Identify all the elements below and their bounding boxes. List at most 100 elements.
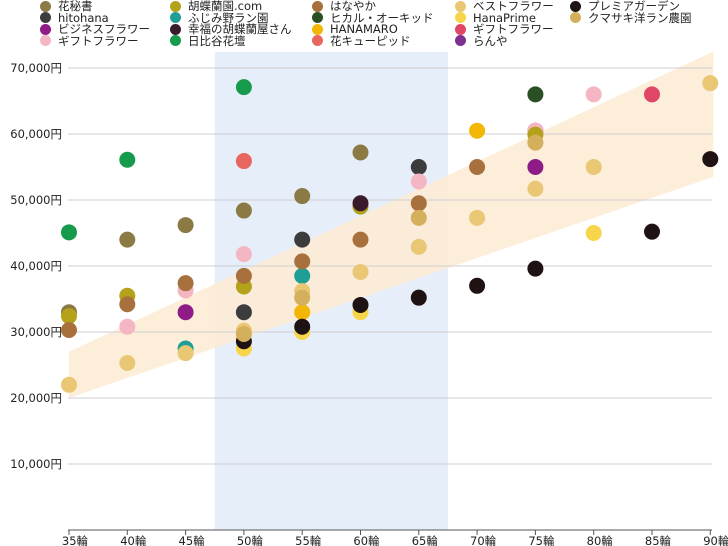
data-point — [294, 188, 311, 205]
x-tick-label: 65輪 — [412, 534, 439, 546]
y-tick-label: 40,000円 — [10, 259, 62, 273]
data-point — [352, 195, 369, 212]
data-point — [410, 238, 427, 255]
data-point — [585, 86, 602, 103]
legend-label: らんや — [473, 33, 508, 48]
data-point — [177, 304, 194, 321]
data-point — [702, 75, 719, 92]
legend-label: 花キューピッド — [330, 33, 411, 48]
data-point — [294, 231, 311, 248]
legend-swatch — [570, 0, 581, 12]
legend-swatch — [312, 35, 323, 46]
y-tick-label: 30,000円 — [10, 325, 62, 339]
legend-item: ふじみ野ラン園 — [170, 12, 269, 24]
legend-item: HANAMARO — [312, 23, 398, 35]
y-tick-label: 10,000円 — [10, 457, 62, 471]
data-point — [235, 153, 252, 170]
data-point — [352, 231, 369, 248]
legend-item: 胡蝶蘭園.com — [170, 0, 262, 12]
data-point — [235, 202, 252, 219]
data-point — [119, 231, 136, 248]
legend-swatch — [455, 0, 466, 12]
x-tick-label: 55輪 — [295, 534, 322, 546]
data-point — [235, 246, 252, 263]
x-tick-label: 35輪 — [62, 534, 89, 546]
legend-label: クマサキ洋ラン農園 — [588, 10, 692, 25]
data-point — [294, 267, 311, 284]
data-point — [527, 180, 544, 197]
legend-label: hitohana — [58, 10, 109, 25]
y-tick-label: 20,000円 — [10, 391, 62, 405]
data-point — [527, 260, 544, 277]
legend-label: ギフトフラワー — [58, 33, 139, 48]
legend-label: 胡蝶蘭園.com — [188, 0, 263, 13]
data-point — [294, 253, 311, 270]
legend-swatch — [40, 0, 51, 12]
legend-item: プレミアガーデン — [570, 0, 680, 12]
legend-swatch — [40, 23, 51, 35]
data-point — [61, 322, 77, 339]
legend-swatch — [312, 12, 323, 23]
legend-swatch — [455, 12, 466, 23]
legend-item: はなやか — [312, 0, 376, 12]
data-point — [410, 209, 427, 226]
legend-swatch — [455, 23, 466, 35]
legend-item: 花秘書 — [40, 0, 93, 12]
y-tick-label: 60,000円 — [10, 127, 62, 141]
x-tick-label: 90輪 — [703, 534, 728, 546]
legend-label: 日比谷花壇 — [188, 33, 246, 48]
x-tick-label: 70輪 — [470, 534, 497, 546]
legend: 花秘書 hitohana ビジネスフラワー ギフトフラワー 胡蝶蘭園.com ふじみ野ラン… — [0, 0, 728, 60]
legend-label: 花秘書 — [58, 0, 93, 13]
legend-item: クマサキ洋ラン農園 — [570, 12, 692, 24]
data-point — [177, 217, 194, 234]
x-tick-label: 60輪 — [353, 534, 380, 546]
legend-swatch — [455, 35, 466, 46]
data-point — [644, 223, 660, 240]
legend-swatch — [170, 23, 181, 35]
legend-item: ベストフラワー — [455, 0, 554, 12]
legend-item: 幸福の胡蝶蘭屋さん — [170, 23, 292, 35]
legend-label: HanaPrime — [473, 10, 536, 25]
x-tick-label: 85輪 — [645, 534, 672, 546]
y-tick-label: 50,000円 — [10, 193, 62, 207]
data-point — [235, 79, 252, 96]
data-point — [469, 209, 486, 226]
legend-label: はなやか — [330, 0, 376, 13]
legend-item: ギフトフラワー — [455, 23, 554, 35]
x-tick-label: 45輪 — [179, 534, 206, 546]
legend-item: 日比谷花壇 — [170, 35, 246, 47]
legend-label: ギフトフラワー — [473, 22, 554, 36]
data-point — [352, 144, 369, 161]
data-point — [177, 275, 194, 292]
data-point — [469, 277, 486, 294]
data-point — [119, 318, 136, 335]
legend-item: hitohana — [40, 12, 109, 24]
data-point — [177, 345, 194, 362]
data-point — [410, 159, 427, 175]
legend-label: 幸福の胡蝶蘭屋さん — [188, 22, 292, 36]
legend-swatch — [570, 12, 581, 23]
data-point — [235, 325, 252, 342]
legend-label: HANAMARO — [330, 22, 398, 36]
legend-swatch — [170, 12, 181, 23]
data-point — [702, 151, 719, 168]
data-point — [61, 376, 77, 393]
x-tick-label: 80輪 — [587, 534, 614, 546]
data-point — [585, 159, 602, 175]
y-tick-label: 70,000円 — [10, 61, 62, 75]
legend-label: ふじみ野ラン園 — [188, 10, 269, 25]
data-point — [61, 308, 77, 325]
data-point — [352, 263, 369, 280]
data-point — [294, 318, 311, 335]
data-point — [527, 86, 544, 103]
data-point — [410, 195, 427, 212]
data-point — [410, 173, 427, 190]
legend-item: 花キューピッド — [312, 35, 411, 47]
legend-swatch — [40, 35, 51, 46]
data-point — [527, 134, 544, 151]
data-point — [235, 304, 252, 321]
x-tick-label: 50輪 — [237, 534, 264, 546]
